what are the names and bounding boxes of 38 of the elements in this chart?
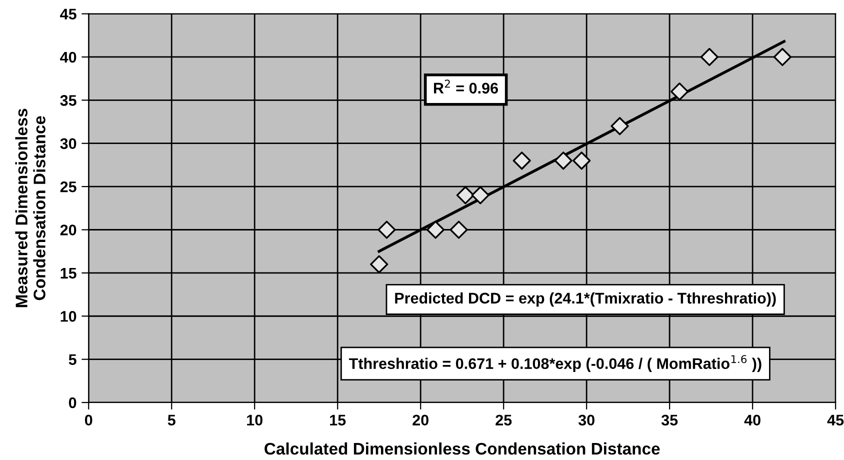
y-axis-title: Measured Dimensionless Condensation Distance	[15, 108, 46, 308]
point	[426, 220, 445, 239]
point	[700, 48, 718, 66]
point	[450, 220, 468, 239]
x-tick-label: 20	[412, 414, 428, 426]
y-tick-label: 30	[60, 138, 76, 150]
x-tick-label: 0	[84, 414, 92, 426]
point	[456, 186, 474, 204]
x-tick-label: 30	[578, 414, 594, 426]
point	[610, 117, 629, 136]
y-tick-label: 25	[60, 181, 76, 192]
x-tick-label: 10	[247, 414, 262, 426]
y-tick-label: 20	[60, 224, 76, 236]
x-tick-label: 40	[744, 414, 760, 426]
y-tick-label: 45	[60, 8, 76, 20]
y-tick-label: 15	[60, 268, 76, 279]
x-tick-label: 5	[168, 414, 176, 426]
x-axis-title: Calculated Dimensionless Condensation Distance	[264, 442, 660, 455]
x-tick-label: 45	[827, 414, 844, 426]
point	[378, 220, 396, 239]
y-tick-label: 35	[60, 95, 76, 106]
y-tick-label: 0	[68, 397, 76, 408]
y-tick-label: 10	[60, 310, 76, 322]
annotation: Tthreshratio = 0.671 + 0.108*exp (-0.046 / ( MomRatio$^{1.6}$ ))	[348, 355, 762, 372]
x-tick-label: 25	[496, 414, 512, 426]
point	[512, 152, 531, 170]
point	[554, 152, 572, 170]
point	[773, 48, 792, 66]
y-tick-label: 40	[60, 52, 76, 63]
point	[471, 186, 490, 204]
x-tick-label: 15	[330, 414, 346, 426]
y-tick-label: 5	[68, 354, 76, 365]
annotation: R$^{2}$ = 0.96	[434, 80, 498, 94]
point	[370, 255, 388, 274]
point	[670, 82, 689, 101]
point	[572, 152, 591, 170]
annotation: Predicted DCD = exp (24.1*(Tmixratio - Tthreshratio))	[395, 292, 776, 307]
x-tick-label: 35	[661, 414, 678, 426]
